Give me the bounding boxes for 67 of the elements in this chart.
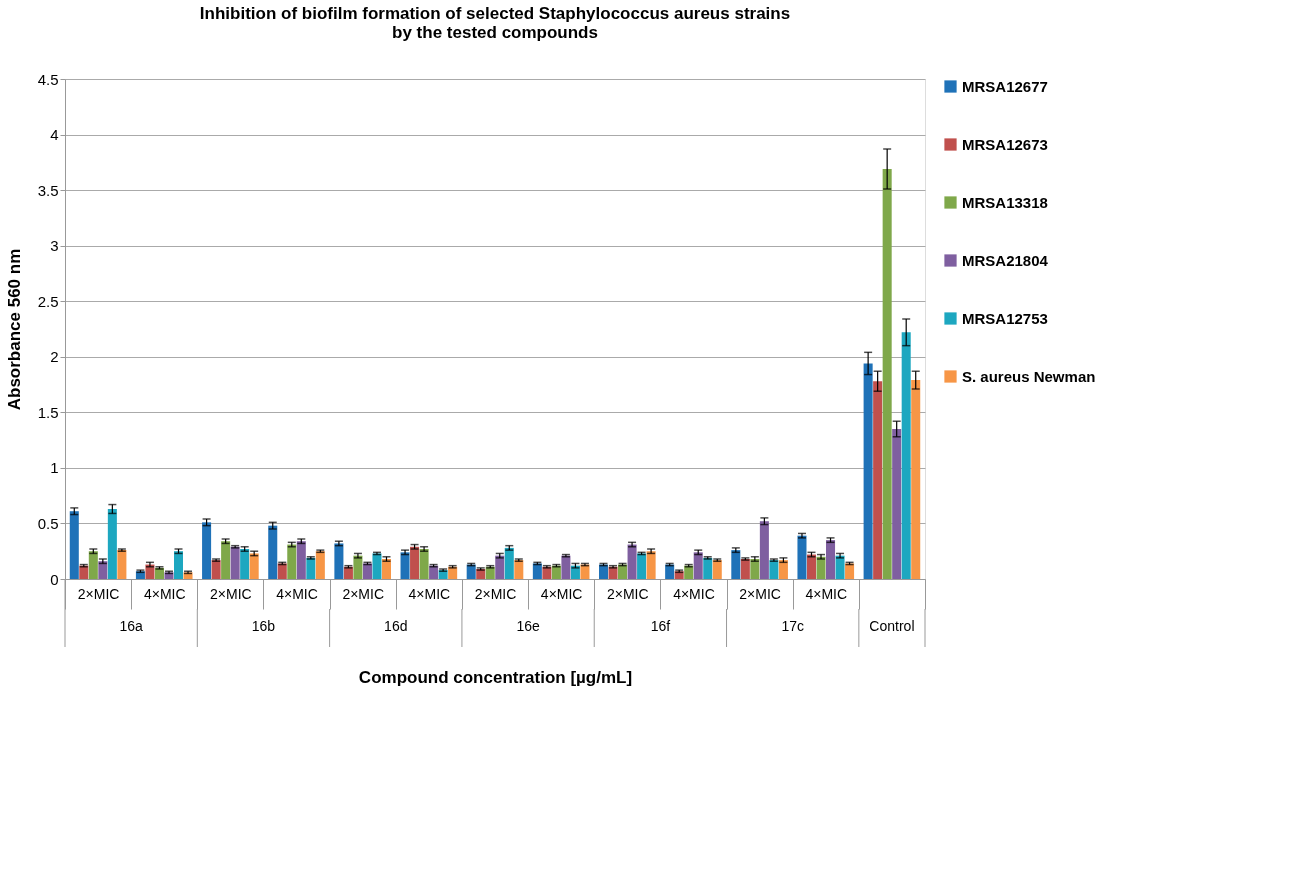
x-tick-label: 2×MIC xyxy=(474,585,517,602)
bar xyxy=(211,560,221,579)
bar xyxy=(230,546,240,579)
x-tick-label: 2×MIC xyxy=(342,585,384,602)
y-axis-title: Absorbance 560 nm xyxy=(4,248,24,411)
bar xyxy=(769,560,779,579)
bar xyxy=(306,557,316,579)
x-tick-label: 4×MIC xyxy=(408,585,451,602)
bar xyxy=(911,380,921,579)
chart-title: Inhibition of biofilm formation of selected Staphylococcus aureus strains by the tested compounds xyxy=(199,4,791,42)
bar xyxy=(901,332,911,579)
y-tick-label: 2 xyxy=(50,348,59,366)
y-tick-label: 4 xyxy=(50,126,59,144)
bar xyxy=(372,553,382,579)
bar xyxy=(618,564,628,579)
bar xyxy=(882,169,892,579)
x-tick-label: 2×MIC xyxy=(739,585,781,602)
y-tick-label: 3.5 xyxy=(37,181,59,199)
text: 17c xyxy=(781,618,804,634)
text: 16a xyxy=(119,618,144,634)
legend-label: MRSA12753 xyxy=(962,309,1048,327)
x-tick-label: 4×MIC xyxy=(143,585,186,602)
legend-label: MRSA21804 xyxy=(962,251,1049,269)
legend-label: MRSA12677 xyxy=(962,77,1048,95)
bar xyxy=(466,564,476,579)
x-tick-label: 4×MIC xyxy=(673,585,715,602)
y-tick-label: 3 xyxy=(50,237,59,255)
bar xyxy=(561,555,571,579)
x-tick-label: 2×MIC xyxy=(607,585,649,602)
bar xyxy=(845,563,855,579)
x-tick-label: 4×MIC xyxy=(276,585,318,602)
x-tick-label: 4×MIC xyxy=(540,585,583,602)
legend-label: MRSA12673 xyxy=(962,135,1048,153)
bar xyxy=(580,564,590,579)
text: Control xyxy=(869,618,915,634)
legend-label: S. aureus Newman xyxy=(962,367,1096,385)
bar xyxy=(598,564,609,579)
bar xyxy=(740,559,750,579)
bar xyxy=(514,560,524,579)
text: 16b xyxy=(251,618,276,634)
legend-label: MRSA13318 xyxy=(962,193,1048,211)
x-axis-title: Compound concentration [µg/mL] xyxy=(358,668,633,687)
bar xyxy=(712,560,722,579)
x-tick-label: 2×MIC xyxy=(77,585,120,602)
bar xyxy=(362,563,372,579)
y-tick-label: 1 xyxy=(50,459,59,477)
bar xyxy=(117,550,127,579)
bar xyxy=(107,509,117,579)
y-tick-label: 4.5 xyxy=(37,70,59,88)
x-tick-label: 4×MIC xyxy=(805,585,848,602)
bar xyxy=(277,563,287,579)
bar xyxy=(315,551,325,579)
bar xyxy=(532,563,542,579)
bar xyxy=(665,564,675,579)
y-tick-label: 1.5 xyxy=(37,403,59,421)
bar xyxy=(637,553,647,579)
y-tick-label: 2.5 xyxy=(37,292,59,310)
y-tick-label: 0.5 xyxy=(37,514,59,532)
text: 16e xyxy=(516,618,540,634)
text: 16d xyxy=(384,618,408,634)
bar xyxy=(873,381,883,579)
y-tick-label: 0 xyxy=(50,570,59,588)
bar xyxy=(892,429,902,579)
bar xyxy=(863,363,873,579)
text: 16f xyxy=(650,618,671,634)
bar xyxy=(703,557,713,579)
x-tick-label: 2×MIC xyxy=(210,585,252,602)
